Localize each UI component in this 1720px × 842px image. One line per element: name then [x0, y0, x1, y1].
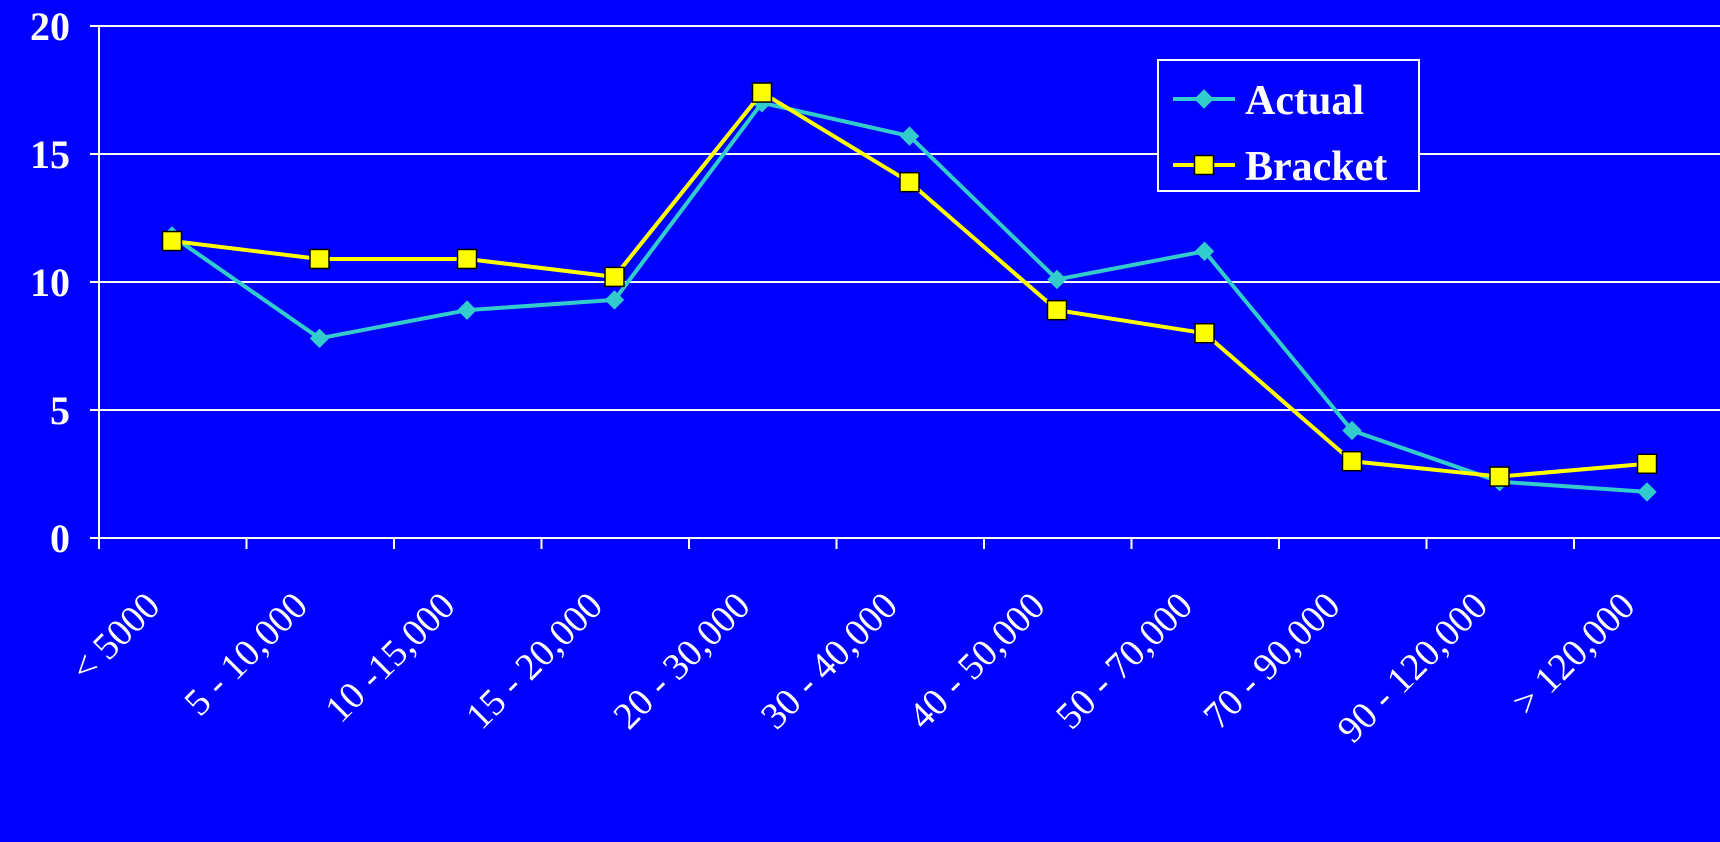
data-point-actual	[309, 328, 330, 349]
legend: Actual Bracket	[1157, 59, 1420, 192]
y-tick-label: 5	[50, 388, 70, 433]
y-tick-label: 10	[30, 260, 70, 305]
gridlines	[99, 25, 1720, 411]
data-point-bracket	[751, 82, 773, 103]
y-tick-labels: 0 5 10 15 20	[30, 4, 70, 561]
y-tick-label: 0	[50, 516, 70, 561]
data-point-actual	[1194, 241, 1215, 261]
legend-swatch-marker	[1194, 89, 1214, 109]
x-tick-label: 10 -15,000	[317, 585, 463, 731]
x-tick-label: < 5000	[63, 585, 168, 690]
x-tick-label: 15 - 20,000	[458, 585, 611, 738]
data-point-actual	[1047, 269, 1067, 290]
data-point-actual	[1637, 482, 1657, 502]
data-point-bracket	[1636, 453, 1658, 475]
data-point-bracket	[1194, 322, 1215, 344]
x-tick-label: 50 - 70,000	[1048, 585, 1201, 738]
axes	[90, 25, 1720, 549]
series	[161, 82, 1658, 502]
legend-label: Actual	[1245, 78, 1364, 124]
x-tick-label: 90 - 120,000	[1330, 585, 1496, 751]
legend-label: Bracket	[1245, 144, 1387, 190]
x-tick-label: > 120,000	[1504, 585, 1643, 724]
legend-item-actual: Actual	[1173, 78, 1364, 124]
data-point-bracket	[899, 171, 920, 193]
data-point-bracket	[456, 248, 478, 270]
data-point-bracket	[1489, 466, 1510, 487]
series-line-bracket	[171, 90, 1648, 479]
data-point-bracket	[1341, 450, 1363, 472]
legend-item-bracket: Bracket	[1173, 144, 1387, 190]
data-point-actual	[604, 290, 625, 310]
data-point-actual	[899, 126, 920, 146]
x-tick-label: 20 - 30,000	[606, 585, 759, 738]
data-point-bracket	[604, 266, 625, 288]
x-tick-label: 5 - 10,000	[176, 585, 315, 724]
data-point-actual	[457, 300, 477, 320]
y-tick-label: 15	[30, 132, 70, 177]
x-tick-label: 30 - 40,000	[753, 585, 906, 738]
series-bracket	[161, 82, 1658, 487]
y-tick-label: 20	[30, 4, 70, 49]
data-point-bracket	[1046, 299, 1068, 321]
data-point-bracket	[309, 248, 330, 270]
data-point-actual	[1342, 420, 1362, 441]
series-line-actual	[170, 100, 1648, 494]
x-tick-label: 70 - 90,000	[1196, 585, 1349, 738]
data-point-bracket	[161, 230, 183, 252]
legend-swatch-marker	[1193, 154, 1215, 176]
x-tick-label: 40 - 50,000	[901, 585, 1054, 738]
